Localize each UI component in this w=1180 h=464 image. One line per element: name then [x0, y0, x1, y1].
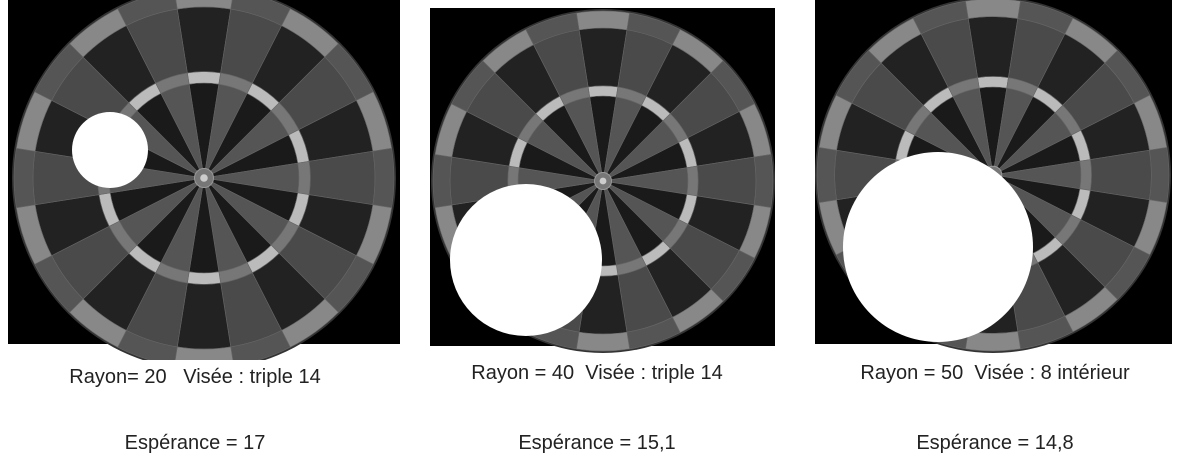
impact-zone [843, 152, 1033, 342]
caption: Rayon = 40 Visée : triple 14 [397, 362, 797, 385]
bullseye [200, 174, 208, 182]
board-segment [187, 72, 220, 85]
board-segment [14, 148, 35, 207]
board-segment [588, 86, 618, 97]
board-segment [978, 76, 1009, 88]
expectation: Espérance = 17 [0, 432, 395, 455]
board-segment [174, 347, 233, 360]
expectation: Espérance = 15,1 [397, 432, 797, 455]
impact-zone [450, 184, 602, 336]
board-segment [187, 272, 220, 285]
board-segment [817, 147, 837, 202]
dartboard [430, 8, 775, 353]
impact-zone [72, 112, 148, 188]
board-segment [687, 166, 698, 196]
board-segment [373, 148, 394, 207]
dartboard [8, 0, 400, 360]
board-segment [1080, 160, 1092, 191]
page: Rayon= 20 Visée : triple 14 Espérance = … [0, 0, 1180, 464]
board-segment [298, 161, 311, 194]
expectation: Espérance = 14,8 [795, 432, 1180, 455]
caption: Rayon = 50 Visée : 8 intérieur [795, 362, 1180, 385]
dartboards [0, 0, 1180, 360]
dartboard [815, 0, 1172, 353]
board-segment [576, 11, 629, 30]
board-segment [433, 154, 452, 207]
board-segment [576, 332, 629, 351]
board-segment [754, 154, 773, 207]
caption: Rayon= 20 Visée : triple 14 [0, 366, 395, 389]
bullseye [600, 178, 607, 185]
board-segment [1149, 147, 1169, 202]
board-segment [965, 0, 1020, 19]
